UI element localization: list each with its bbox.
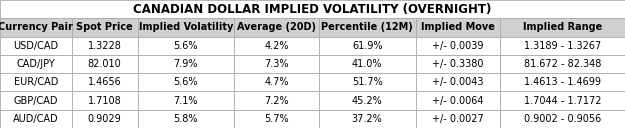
Bar xyxy=(138,18,234,37)
Text: 5.7%: 5.7% xyxy=(264,114,289,124)
Bar xyxy=(500,73,625,91)
Bar xyxy=(0,37,72,55)
Bar xyxy=(416,55,500,73)
Bar xyxy=(72,91,138,110)
Text: EUR/CAD: EUR/CAD xyxy=(14,77,58,87)
Bar xyxy=(234,91,319,110)
Bar xyxy=(416,37,500,55)
Bar xyxy=(0,55,72,73)
Text: 1.4613 - 1.4699: 1.4613 - 1.4699 xyxy=(524,77,601,87)
Bar xyxy=(500,55,625,73)
Text: +/- 0.0064: +/- 0.0064 xyxy=(432,96,484,106)
Text: AUD/CAD: AUD/CAD xyxy=(13,114,59,124)
Text: 1.3228: 1.3228 xyxy=(88,41,122,51)
Text: Average (20D): Average (20D) xyxy=(237,22,316,32)
Bar xyxy=(319,55,416,73)
Bar xyxy=(500,110,625,128)
Text: 37.2%: 37.2% xyxy=(352,114,382,124)
Bar xyxy=(72,55,138,73)
Bar xyxy=(416,73,500,91)
Bar xyxy=(319,110,416,128)
Bar xyxy=(0,91,72,110)
Bar xyxy=(416,91,500,110)
Bar xyxy=(234,18,319,37)
Text: Implied Move: Implied Move xyxy=(421,22,495,32)
Bar xyxy=(319,37,416,55)
Text: CAD/JPY: CAD/JPY xyxy=(17,59,56,69)
Text: Implied Range: Implied Range xyxy=(523,22,602,32)
Bar xyxy=(234,55,319,73)
Bar xyxy=(72,110,138,128)
Bar xyxy=(500,18,625,37)
Bar xyxy=(0,73,72,91)
Bar xyxy=(500,91,625,110)
Text: 7.3%: 7.3% xyxy=(264,59,289,69)
Text: 7.1%: 7.1% xyxy=(174,96,198,106)
Text: 5.8%: 5.8% xyxy=(174,114,198,124)
Text: CANADIAN DOLLAR IMPLIED VOLATILITY (OVERNIGHT): CANADIAN DOLLAR IMPLIED VOLATILITY (OVER… xyxy=(133,3,492,16)
Bar xyxy=(0,110,72,128)
Text: 41.0%: 41.0% xyxy=(352,59,382,69)
Text: 4.7%: 4.7% xyxy=(264,77,289,87)
Text: GBP/CAD: GBP/CAD xyxy=(14,96,58,106)
Bar xyxy=(416,18,500,37)
Text: Currency Pair: Currency Pair xyxy=(0,22,73,32)
Bar xyxy=(138,73,234,91)
Text: 45.2%: 45.2% xyxy=(352,96,382,106)
Text: USD/CAD: USD/CAD xyxy=(13,41,59,51)
Bar xyxy=(416,110,500,128)
Bar xyxy=(0,18,72,37)
Bar xyxy=(138,55,234,73)
Text: 0.9002 - 0.9056: 0.9002 - 0.9056 xyxy=(524,114,601,124)
Bar xyxy=(319,91,416,110)
Text: +/- 0.0027: +/- 0.0027 xyxy=(432,114,484,124)
Text: 51.7%: 51.7% xyxy=(352,77,382,87)
Bar xyxy=(234,37,319,55)
Text: 82.010: 82.010 xyxy=(88,59,121,69)
Text: Percentile (12M): Percentile (12M) xyxy=(321,22,413,32)
Text: 5.6%: 5.6% xyxy=(174,77,198,87)
Text: +/- 0.0039: +/- 0.0039 xyxy=(432,41,484,51)
Text: 4.2%: 4.2% xyxy=(264,41,289,51)
Bar xyxy=(72,37,138,55)
Bar xyxy=(0,0,625,18)
Text: +/- 0.3380: +/- 0.3380 xyxy=(432,59,484,69)
Text: 5.6%: 5.6% xyxy=(174,41,198,51)
Bar xyxy=(234,110,319,128)
Text: 7.2%: 7.2% xyxy=(264,96,289,106)
Text: 81.672 - 82.348: 81.672 - 82.348 xyxy=(524,59,601,69)
Bar xyxy=(138,110,234,128)
Text: Spot Price: Spot Price xyxy=(76,22,133,32)
Bar xyxy=(138,37,234,55)
Text: Implied Volatility: Implied Volatility xyxy=(139,22,233,32)
Bar xyxy=(319,18,416,37)
Text: +/- 0.0043: +/- 0.0043 xyxy=(432,77,484,87)
Bar xyxy=(234,73,319,91)
Bar xyxy=(72,73,138,91)
Text: 1.4656: 1.4656 xyxy=(88,77,121,87)
Text: 7.9%: 7.9% xyxy=(174,59,198,69)
Text: 0.9029: 0.9029 xyxy=(88,114,121,124)
Bar xyxy=(72,18,138,37)
Bar xyxy=(138,91,234,110)
Bar xyxy=(500,37,625,55)
Text: 1.7108: 1.7108 xyxy=(88,96,121,106)
Text: 1.3189 - 1.3267: 1.3189 - 1.3267 xyxy=(524,41,601,51)
Bar xyxy=(319,73,416,91)
Text: 1.7044 - 1.7172: 1.7044 - 1.7172 xyxy=(524,96,601,106)
Text: 61.9%: 61.9% xyxy=(352,41,382,51)
